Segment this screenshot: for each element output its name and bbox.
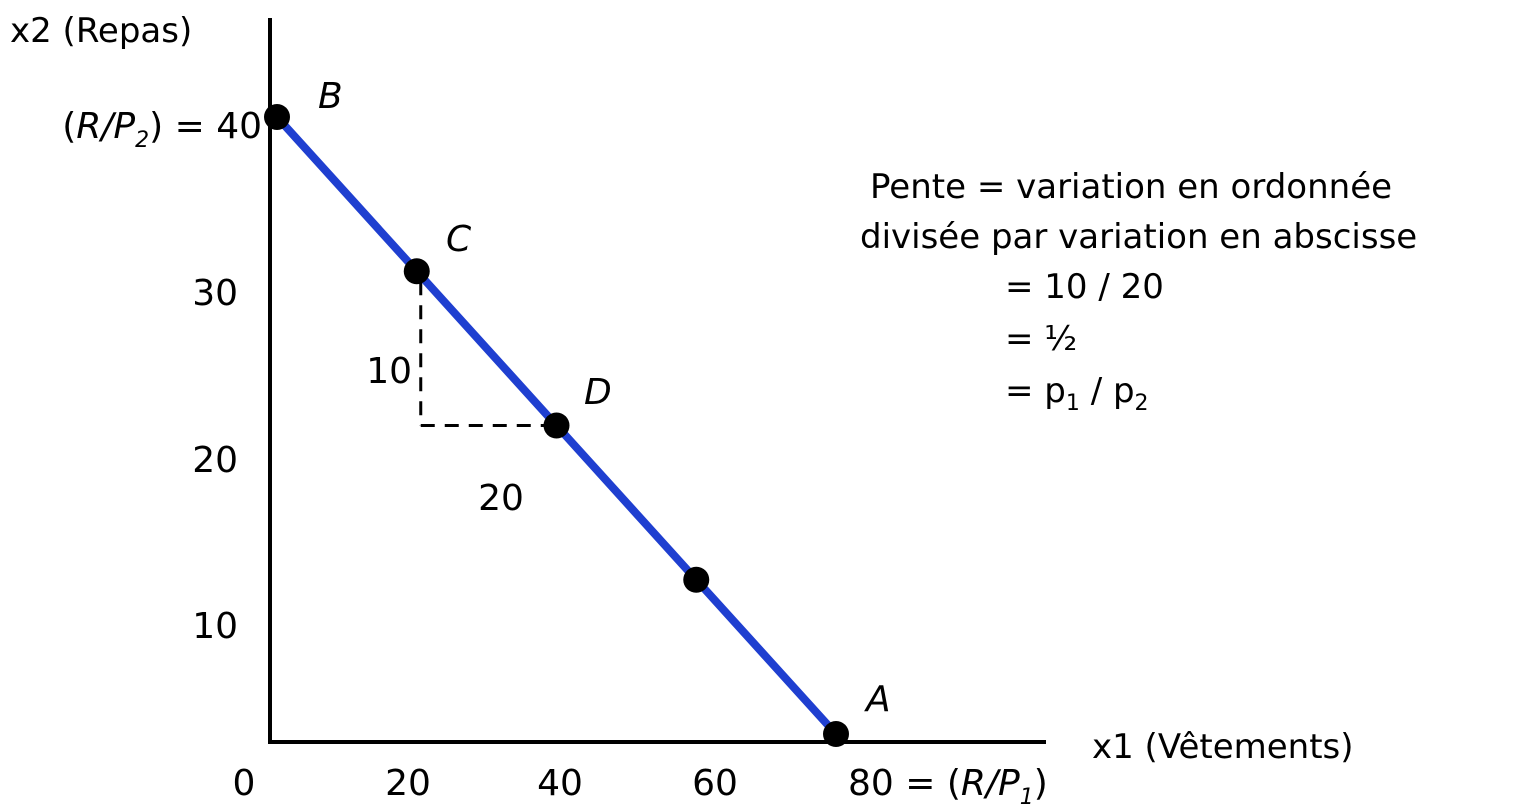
annotation-line-4: = ½ bbox=[1005, 319, 1077, 359]
y-top-tick-label: (R/P2) = 40 bbox=[62, 106, 262, 153]
point-label-a: A bbox=[864, 679, 891, 720]
data-point bbox=[683, 566, 710, 593]
data-point bbox=[403, 258, 430, 285]
y-tick-label: 10 bbox=[192, 606, 238, 647]
series-layer bbox=[264, 104, 849, 747]
x-tick-label: 0 bbox=[233, 763, 256, 804]
point-label-d: D bbox=[584, 372, 612, 413]
annotation-line-3: = 10 / 20 bbox=[1005, 267, 1164, 307]
annotation-line-1: Pente = variation en ordonnée bbox=[870, 167, 1392, 207]
data-point bbox=[823, 721, 849, 747]
data-point bbox=[264, 104, 290, 130]
y-axis-title: x2 (Repas) bbox=[10, 11, 192, 51]
x-tick-label: 40 bbox=[537, 763, 583, 804]
annotation-line-5: = p1 / p2 bbox=[1005, 371, 1149, 416]
data-point bbox=[543, 412, 570, 439]
x-tick-label: 20 bbox=[385, 763, 431, 804]
y-tick-label: 30 bbox=[192, 273, 238, 314]
point-label-b: B bbox=[318, 76, 343, 117]
x-tick-label: 60 bbox=[692, 763, 738, 804]
slope-rise-label: 10 bbox=[366, 351, 412, 392]
point-label-c: C bbox=[446, 219, 472, 260]
x-axis-title: x1 (Vêtements) bbox=[1092, 727, 1354, 767]
x-end-tick-label: 80 = (R/P1) bbox=[848, 763, 1048, 810]
y-tick-label: 20 bbox=[192, 440, 238, 481]
annotation-line-2: divisée par variation en abscisse bbox=[860, 217, 1417, 257]
slope-run-label: 20 bbox=[478, 478, 524, 519]
